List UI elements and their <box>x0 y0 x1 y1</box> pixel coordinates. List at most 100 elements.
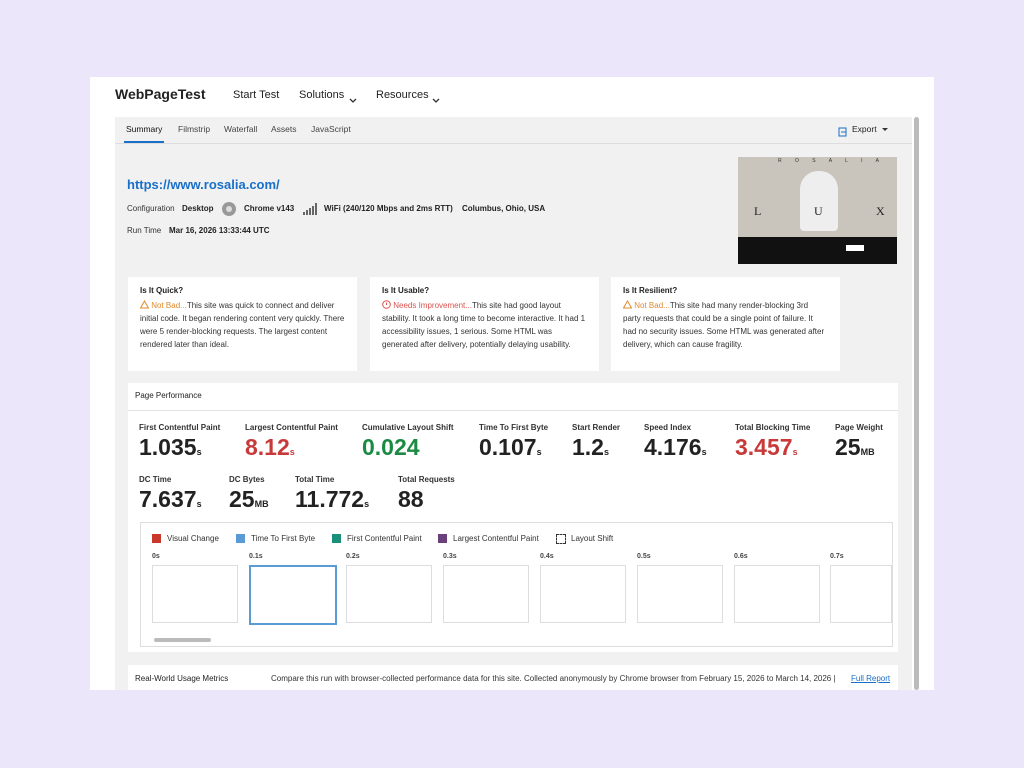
metric-label: Start Render <box>572 423 621 432</box>
metric-number: 11.772 <box>295 486 365 512</box>
filmstrip-frame[interactable] <box>830 565 892 623</box>
location: Columbus, Ohio, USA <box>462 204 546 213</box>
metric-number: 88 <box>398 486 424 512</box>
metric-value: 0.024 <box>362 434 420 461</box>
status-icon <box>622 299 634 310</box>
thumbnail-banner <box>738 237 897 264</box>
legend-label: Largest Contentful Paint <box>453 534 539 543</box>
legend-label: Visual Change <box>167 534 219 543</box>
filmstrip-frame[interactable] <box>152 565 238 623</box>
metric-unit: MB <box>254 499 269 509</box>
metric-value: 3.457s <box>735 434 798 461</box>
metric-unit: s <box>792 447 798 457</box>
tab[interactable]: Filmstrip <box>178 124 211 134</box>
metric-number: 0.107 <box>479 434 537 460</box>
filmstrip-frame[interactable] <box>346 565 432 623</box>
export-icon <box>838 124 847 137</box>
legend-label: Layout Shift <box>571 534 614 543</box>
card-body: This site had many render-blocking 3rd p… <box>623 301 825 349</box>
config-label: Configuration <box>127 204 175 213</box>
nav-link[interactable]: Resources <box>376 89 429 101</box>
tab-divider <box>115 143 912 144</box>
frame-time: 0.7s <box>830 553 844 560</box>
legend-swatch <box>332 534 341 543</box>
metric-number: 3.457 <box>735 434 793 460</box>
metric-unit: s <box>536 447 542 457</box>
export-button[interactable]: Export <box>852 124 877 134</box>
card-status: Not Bad... <box>634 301 670 310</box>
metric-value: 25MB <box>229 486 269 513</box>
connection: WiFi (240/120 Mbps and 2ms RTT) <box>324 204 453 213</box>
card-status: Needs Improvement... <box>393 301 472 310</box>
real-world-title: Real-World Usage Metrics <box>135 674 229 683</box>
metric-label: Total Time <box>295 475 335 484</box>
legend-label: First Contentful Paint <box>347 534 422 543</box>
metric-value: 4.176s <box>644 434 707 461</box>
runtime-label: Run Time <box>127 226 162 235</box>
legend-swatch <box>152 534 161 543</box>
panel-title: Page Performance <box>135 391 202 400</box>
metric-value: 0.107s <box>479 434 542 461</box>
browser-icon <box>221 201 237 217</box>
chevron <box>349 91 357 103</box>
frame-time: 0.3s <box>443 553 457 560</box>
filmstrip-frame[interactable] <box>734 565 820 623</box>
metric-label: Speed Index <box>644 423 692 432</box>
filmstrip-frame[interactable] <box>540 565 626 623</box>
tab[interactable]: Assets <box>271 124 297 134</box>
card-title: Is It Resilient? <box>623 286 678 295</box>
legend-swatch <box>236 534 245 543</box>
nav-link[interactable]: Start Test <box>233 89 280 101</box>
thumbnail-button[interactable] <box>846 245 864 251</box>
metric-label: Total Blocking Time <box>735 423 811 432</box>
test-url[interactable]: https://www.rosalia.com/ <box>127 177 280 192</box>
panel-divider <box>128 410 898 411</box>
card-title: Is It Quick? <box>140 286 184 295</box>
metric-number: 25 <box>229 486 255 512</box>
nav-link[interactable]: Solutions <box>299 89 345 101</box>
status-icon <box>139 299 151 310</box>
metric-number: 1.035 <box>139 434 197 460</box>
filmstrip-scrollbar[interactable] <box>154 638 211 642</box>
metric-number: 0.024 <box>362 434 420 460</box>
card-title: Is It Usable? <box>382 286 430 295</box>
device: Desktop <box>182 204 214 213</box>
filmstrip-frame[interactable] <box>443 565 529 623</box>
metric-label: Largest Contentful Paint <box>245 423 338 432</box>
legend-label: Time To First Byte <box>251 534 316 543</box>
frame-time: 0.5s <box>637 553 651 560</box>
filmstrip-frame[interactable] <box>249 565 337 625</box>
filmstrip-frame[interactable] <box>637 565 723 623</box>
tab[interactable]: Waterfall <box>224 124 258 134</box>
frame-time: 0.2s <box>346 553 360 560</box>
chevron <box>432 91 440 103</box>
metric-value: 25MB <box>835 434 875 461</box>
screenshot-thumbnail: R O S A L I A L U X <box>738 157 897 264</box>
metric-label: Cumulative Layout Shift <box>362 423 454 432</box>
tab[interactable]: JavaScript <box>311 124 351 134</box>
card-text: Needs Improvement...This site had good l… <box>382 299 587 351</box>
frame-time: 0.1s <box>249 553 263 560</box>
thumbnail-letter: L <box>754 204 762 218</box>
card-status: Not Bad... <box>151 301 187 310</box>
metric-label: Page Weight <box>835 423 883 432</box>
metric-value: 1.035s <box>139 434 202 461</box>
full-report-link[interactable]: Full Report <box>851 674 891 683</box>
metric-value: 7.637s <box>139 486 202 513</box>
metric-label: Total Requests <box>398 475 455 484</box>
insight-card: Is It Usable? Needs Improvement...This s… <box>370 277 599 371</box>
metric-unit: s <box>603 447 609 457</box>
legend-swatch <box>556 534 566 544</box>
signal-icon <box>303 202 317 215</box>
metric-value: 88 <box>398 486 424 513</box>
card-text: Not Bad...This site had many render-bloc… <box>622 299 828 351</box>
metric-unit: MB <box>860 447 875 457</box>
metric-unit: s <box>196 499 202 509</box>
status-icon <box>382 300 393 310</box>
metric-unit: s <box>701 447 707 457</box>
metric-label: DC Time <box>139 475 172 484</box>
insight-card: Is It Quick? Not Bad...This site was qui… <box>128 277 357 371</box>
metric-label: Time To First Byte <box>479 423 549 432</box>
tab[interactable]: Summary <box>126 124 163 134</box>
